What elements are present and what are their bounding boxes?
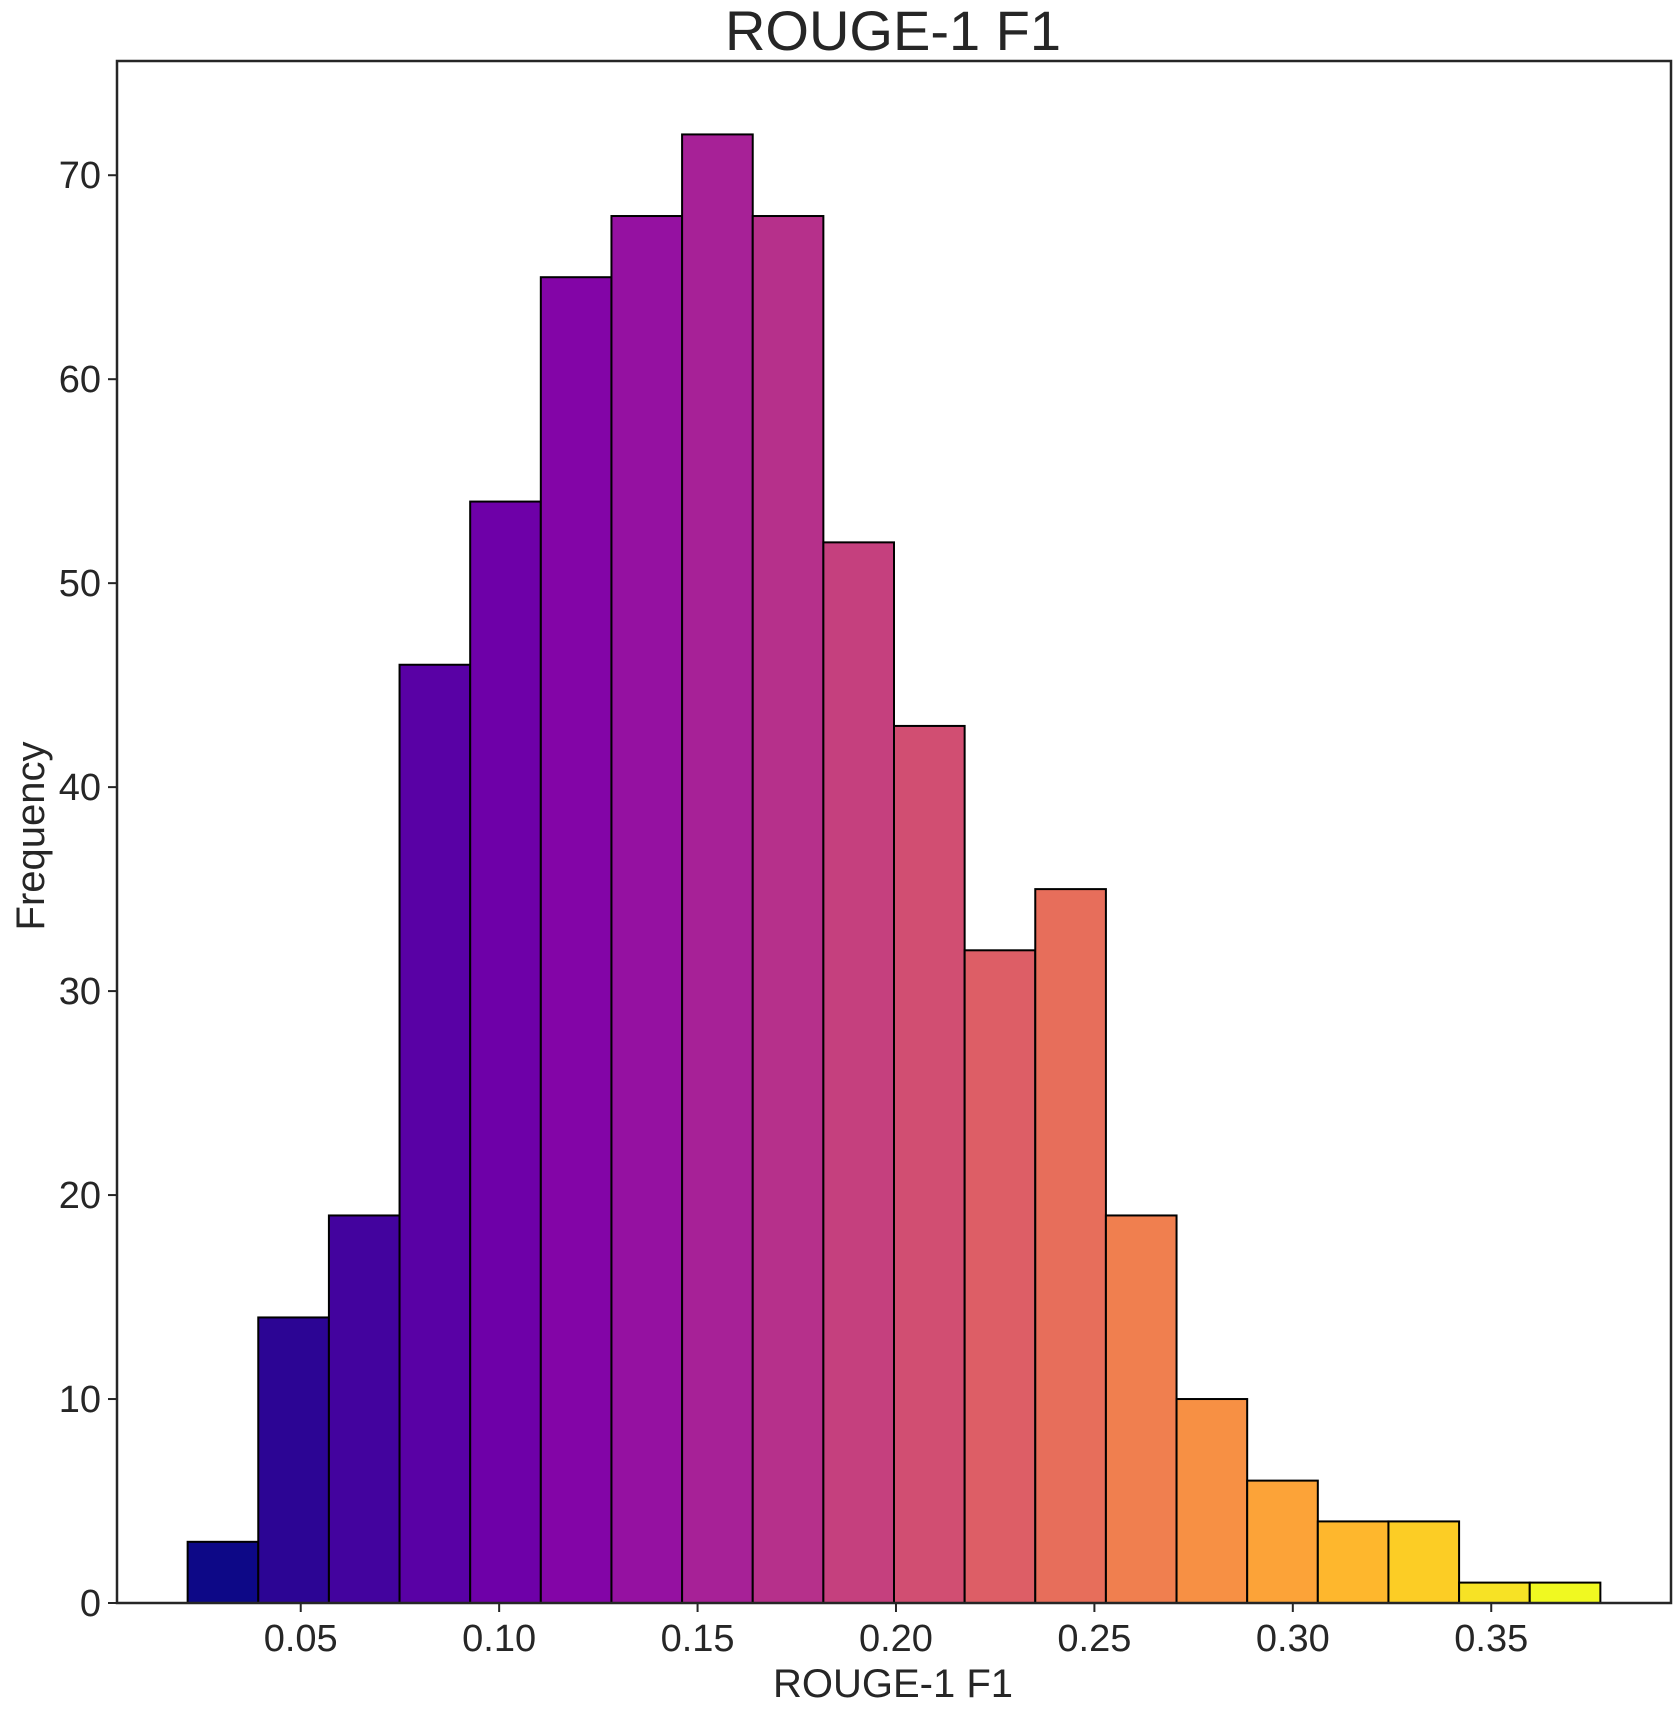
y-tick-label: 30 bbox=[59, 971, 101, 1013]
y-tick-label: 40 bbox=[59, 767, 101, 809]
plot-frame bbox=[115, 59, 1673, 1605]
histogram-bar bbox=[893, 724, 966, 1604]
histogram-bar bbox=[963, 949, 1037, 1604]
histogram-bar bbox=[681, 133, 754, 1604]
histogram-bar bbox=[1316, 1520, 1390, 1605]
x-tick-label: 0.10 bbox=[462, 1618, 536, 1660]
histogram-bar bbox=[539, 276, 613, 1605]
x-tick-label: 0.35 bbox=[1454, 1618, 1528, 1660]
y-axis-label: Frequency bbox=[9, 742, 53, 931]
histogram-bar bbox=[1175, 1398, 1249, 1604]
histogram-bar bbox=[1034, 888, 1107, 1604]
histogram-bar bbox=[469, 500, 542, 1605]
x-tick-label: 0.20 bbox=[859, 1618, 933, 1660]
histogram-bar bbox=[1458, 1581, 1531, 1604]
y-tick-label: 20 bbox=[59, 1175, 101, 1217]
y-tick-label: 60 bbox=[59, 359, 101, 401]
histogram-bar bbox=[751, 215, 825, 1604]
y-tick-label: 10 bbox=[59, 1379, 101, 1421]
histogram-bar bbox=[186, 1540, 260, 1605]
x-axis-ticks: 0.05 0.10 0.15 0.20 0.25 0.30 0.35 bbox=[264, 1603, 1528, 1660]
y-tick-label: 0 bbox=[80, 1583, 101, 1625]
histogram-bar bbox=[257, 1316, 330, 1604]
y-tick-label: 70 bbox=[59, 155, 101, 197]
x-axis-label: ROUGE-1 F1 bbox=[773, 1662, 1013, 1706]
histogram-bar bbox=[1246, 1479, 1319, 1604]
histogram-bar bbox=[1104, 1214, 1178, 1604]
x-tick-label: 0.05 bbox=[264, 1618, 338, 1660]
y-tick-label: 50 bbox=[59, 563, 101, 605]
histogram-bar bbox=[610, 215, 684, 1604]
histogram-bar bbox=[327, 1214, 401, 1604]
x-tick-label: 0.25 bbox=[1057, 1618, 1131, 1660]
histogram-bar bbox=[822, 541, 896, 1604]
histogram-bar bbox=[398, 663, 472, 1604]
histogram-bar bbox=[1528, 1581, 1602, 1604]
histogram-bar bbox=[1387, 1520, 1461, 1605]
chart-title: ROUGE-1 F1 bbox=[725, 0, 1061, 62]
x-tick-label: 0.15 bbox=[661, 1618, 735, 1660]
x-tick-label: 0.30 bbox=[1256, 1618, 1330, 1660]
y-axis-ticks: 0 10 20 30 40 50 60 70 bbox=[59, 155, 117, 1625]
bars-group bbox=[186, 133, 1602, 1605]
